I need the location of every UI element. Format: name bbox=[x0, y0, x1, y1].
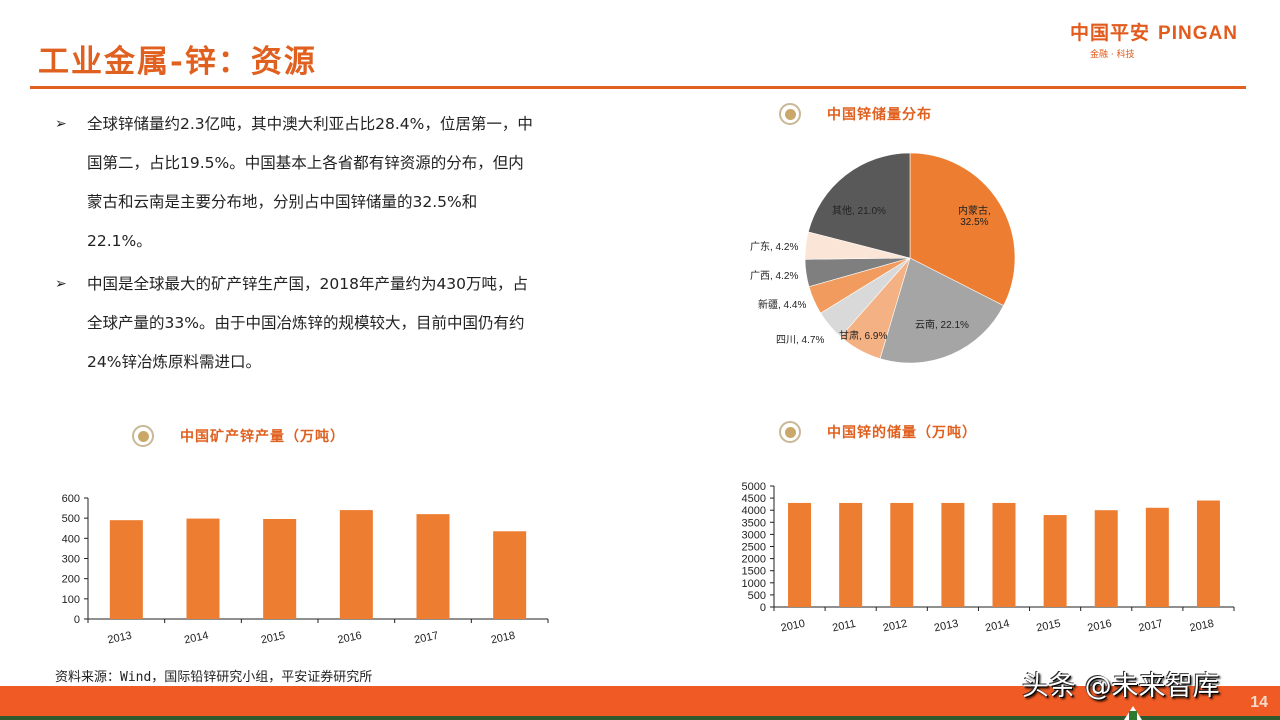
bar bbox=[339, 510, 373, 619]
y-tick-label: 300 bbox=[62, 554, 80, 566]
bar bbox=[992, 502, 1016, 607]
arrow-bullet-icon: ➢ bbox=[55, 116, 67, 132]
reserves-section-header: 中国锌的储量（万吨） bbox=[779, 421, 977, 443]
x-tick-label: 2010 bbox=[780, 618, 806, 635]
pie-slice-label: 广西, 4.2% bbox=[750, 271, 799, 282]
y-tick-label: 100 bbox=[62, 594, 80, 606]
production-bar-chart: 0 100 200 300 400 500 600 2013 2014 2015 2016 2017 2… bbox=[62, 493, 549, 647]
bullet-list: ➢ 全球锌储量约2.3亿吨，其中澳大利亚占比28.4%，位居第一，中国第二，占比… bbox=[55, 105, 535, 386]
reserves-title: 中国锌的储量（万吨） bbox=[827, 425, 977, 441]
y-tick-label: 1500 bbox=[742, 566, 766, 578]
x-tick-label: 2011 bbox=[831, 618, 857, 635]
bar bbox=[839, 502, 863, 607]
y-tick-label: 3000 bbox=[742, 529, 766, 541]
pie-slice-label: 甘肃, 6.9% bbox=[839, 331, 888, 342]
page-title: 工业金属-锌：资源 bbox=[38, 44, 317, 80]
bar bbox=[263, 518, 297, 619]
y-tick-label: 0 bbox=[760, 602, 766, 614]
logo-en: PINGAN bbox=[1158, 23, 1238, 44]
title-divider bbox=[30, 86, 1246, 89]
target-circle-icon bbox=[779, 421, 801, 443]
x-tick-label: 2014 bbox=[984, 618, 1010, 635]
y-tick-label: 2500 bbox=[742, 542, 766, 554]
target-circle-icon bbox=[779, 103, 801, 125]
x-tick-label: 2014 bbox=[183, 630, 209, 647]
y-tick-label: 4500 bbox=[742, 493, 766, 505]
x-tick-label: 2018 bbox=[490, 630, 516, 647]
production-title: 中国矿产锌产量（万吨） bbox=[180, 429, 345, 445]
x-tick-label: 2018 bbox=[1189, 618, 1215, 635]
pie-slice-label: 内蒙古, 32.5% bbox=[958, 206, 991, 228]
pie-title: 中国锌储量分布 bbox=[827, 107, 932, 123]
bullet-text: 中国是全球最大的矿产锌生产国，2018年产量约为430万吨，占全球产量的33%。… bbox=[87, 275, 529, 371]
y-tick-label: 2000 bbox=[742, 554, 766, 566]
bullet-item: ➢ 全球锌储量约2.3亿吨，其中澳大利亚占比28.4%，位居第一，中国第二，占比… bbox=[55, 105, 535, 261]
bar bbox=[1094, 510, 1118, 607]
bar bbox=[186, 518, 220, 619]
x-tick-label: 2017 bbox=[413, 630, 439, 647]
bullet-text: 全球锌储量约2.3亿吨，其中澳大利亚占比28.4%，位居第一，中国第二，占比19… bbox=[87, 115, 533, 250]
pie-slice-label: 其他, 21.0% bbox=[832, 206, 886, 217]
x-tick-label: 2015 bbox=[1035, 618, 1061, 635]
pie-slice bbox=[909, 152, 1016, 307]
watermark: 头条 @未来智库 bbox=[1022, 671, 1220, 702]
pie-slice-label: 新疆, 4.4% bbox=[758, 300, 807, 311]
x-tick-label: 2013 bbox=[106, 630, 132, 647]
production-section-header: 中国矿产锌产量（万吨） bbox=[132, 425, 345, 447]
x-tick-label: 2016 bbox=[1086, 618, 1112, 635]
y-tick-label: 600 bbox=[62, 493, 80, 505]
footer-green-stripe bbox=[0, 716, 1280, 720]
bar bbox=[788, 502, 812, 607]
source-note: 资料来源：Wind，国际铅锌研究小组，平安证券研究所 bbox=[55, 670, 373, 685]
pie-slice bbox=[879, 257, 1004, 364]
y-tick-label: 1000 bbox=[742, 578, 766, 590]
bar bbox=[1043, 515, 1067, 607]
bar bbox=[890, 502, 914, 607]
page-number: 14 bbox=[1250, 694, 1268, 711]
bar bbox=[493, 531, 527, 619]
pie-slice-label: 广东, 4.2% bbox=[750, 242, 799, 253]
x-tick-label: 2015 bbox=[260, 630, 286, 647]
bar bbox=[1145, 507, 1169, 607]
y-tick-label: 0 bbox=[74, 614, 80, 626]
logo-cn: 中国平安 bbox=[1070, 22, 1151, 44]
bar bbox=[941, 502, 965, 607]
pie-chart bbox=[804, 152, 1016, 364]
x-tick-label: 2016 bbox=[336, 630, 362, 647]
x-tick-label: 2017 bbox=[1137, 618, 1163, 635]
pie-slice bbox=[807, 152, 911, 259]
y-tick-label: 4000 bbox=[742, 505, 766, 517]
footer-bar bbox=[0, 686, 1280, 716]
arrow-bullet-icon: ➢ bbox=[55, 276, 67, 292]
logo-tagline: 金融 · 科技 bbox=[1090, 50, 1135, 60]
y-tick-label: 500 bbox=[748, 590, 766, 602]
reserves-bar-chart: 0500100015002000250030003500400045005000… bbox=[742, 481, 1235, 635]
target-circle-icon bbox=[132, 425, 154, 447]
pie-slice-label: 四川, 4.7% bbox=[776, 335, 825, 346]
bar bbox=[416, 514, 450, 619]
bullet-item: ➢ 中国是全球最大的矿产锌生产国，2018年产量约为430万吨，占全球产量的33… bbox=[55, 265, 535, 382]
pie-section-header: 中国锌储量分布 bbox=[779, 103, 932, 125]
x-tick-label: 2013 bbox=[933, 618, 959, 635]
pie-slice-label: 云南, 22.1% bbox=[915, 320, 969, 331]
bar bbox=[1196, 500, 1220, 607]
y-tick-label: 400 bbox=[62, 533, 80, 545]
y-tick-label: 500 bbox=[62, 513, 80, 525]
pingan-logo: 中国平安 PINGAN 金融 · 科技 bbox=[1070, 18, 1238, 60]
y-tick-label: 3500 bbox=[742, 517, 766, 529]
y-tick-label: 200 bbox=[62, 574, 80, 586]
y-tick-label: 5000 bbox=[742, 481, 766, 493]
tree-icon bbox=[1124, 706, 1142, 720]
bar bbox=[109, 520, 143, 619]
x-tick-label: 2012 bbox=[882, 618, 908, 635]
